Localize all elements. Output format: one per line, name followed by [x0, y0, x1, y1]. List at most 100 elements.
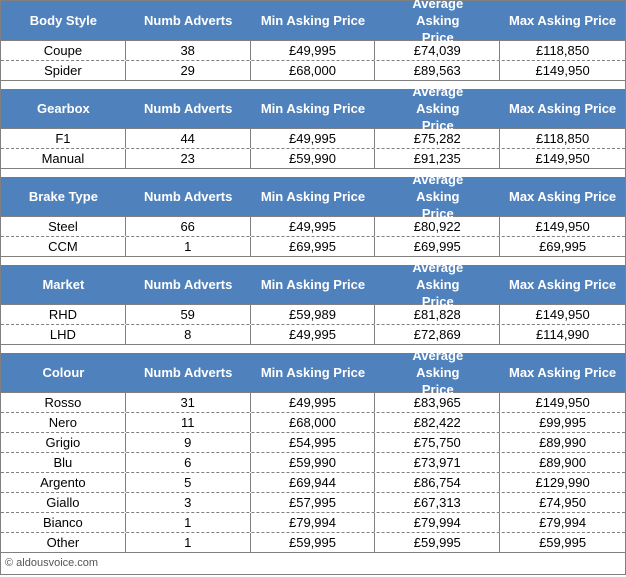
table-cell: 5: [126, 473, 251, 492]
table-cell: £79,994: [251, 513, 376, 532]
table-cell: 1: [126, 513, 251, 532]
table-cell: £57,995: [251, 493, 376, 512]
table-cell: £149,950: [535, 219, 590, 234]
table-row: Manual 23 £59,990 £91,235 £149,950: [1, 149, 625, 169]
table-cell: £79,994: [375, 513, 501, 532]
column-header: Numb Adverts: [144, 13, 233, 28]
table-row: CCM 1 £69,995 £69,995 £69,995: [1, 237, 625, 257]
column-header: Brake Type: [28, 189, 98, 204]
column-header: Min Asking Price: [260, 277, 366, 292]
table-cell: £75,282: [375, 129, 501, 148]
table-cell: £69,995: [539, 239, 587, 254]
column-header: Min Asking Price: [260, 189, 366, 204]
summary-table-colour: Colour Numb Adverts Min Asking Price Averag…: [1, 348, 625, 553]
column-header: Max Asking Price: [508, 101, 617, 116]
column-header: Min Asking Price: [260, 101, 366, 116]
column-header: Average Asking Price: [412, 0, 464, 45]
column-header: Gearbox: [37, 101, 90, 116]
header-row: Market Numb Adverts Min Asking Price Averag…: [1, 260, 625, 309]
table-cell: 8: [126, 325, 251, 344]
row-label: LHD: [1, 325, 126, 344]
table-cell: £86,754: [375, 473, 501, 492]
table-cell: 23: [126, 149, 251, 168]
row-label: Rosso: [1, 393, 126, 412]
table-cell: £69,995: [251, 237, 376, 256]
table-cell: £82,422: [375, 413, 501, 432]
table-gap: [1, 345, 625, 353]
table-cell: £59,995: [251, 533, 376, 552]
table-cell: £73,971: [375, 453, 501, 472]
row-label: F1: [1, 129, 126, 148]
table-row: Rosso 31 £49,995 £83,965 £149,950: [1, 393, 625, 413]
table-cell: £69,995: [375, 237, 501, 256]
row-label: Grigio: [1, 433, 126, 452]
column-header: Average Asking Price: [412, 260, 464, 309]
row-label: Bianco: [1, 513, 126, 532]
table-cell: 1: [126, 533, 251, 552]
table-cell: £99,995: [539, 415, 587, 430]
row-label: Blu: [1, 453, 126, 472]
table-gap: [1, 257, 625, 265]
row-label: Nero: [1, 413, 126, 432]
table-cell: £49,995: [251, 129, 376, 148]
column-header: Body Style: [29, 13, 97, 28]
table-cell: £49,995: [251, 325, 376, 344]
table-row: Coupe 38 £49,995 £74,039 £118,850: [1, 41, 625, 61]
row-label: Steel: [1, 217, 126, 236]
row-label: CCM: [1, 237, 126, 256]
column-header: Numb Adverts: [144, 101, 233, 116]
table-cell: £89,990: [539, 435, 587, 450]
table-cell: £59,995: [539, 535, 587, 550]
table-row: LHD 8 £49,995 £72,869 £114,990: [1, 325, 625, 345]
column-header: Max Asking Price: [508, 13, 617, 28]
table-cell: £54,995: [251, 433, 376, 452]
table-cell: £149,950: [535, 395, 590, 410]
header-row: Body Style Numb Adverts Min Asking Price Av…: [1, 0, 625, 45]
table-cell: £59,990: [251, 453, 376, 472]
row-label: Spider: [1, 61, 126, 80]
table-cell: £68,000: [251, 61, 376, 80]
table-cell: £114,990: [535, 327, 590, 342]
table-cell: 59: [126, 305, 251, 324]
header-row: Colour Numb Adverts Min Asking Price Averag…: [1, 348, 625, 397]
table-cell: £89,900: [539, 455, 587, 470]
table-cell: £75,750: [375, 433, 501, 452]
table-cell: £89,563: [375, 61, 501, 80]
row-label: Giallo: [1, 493, 126, 512]
table-cell: £74,039: [375, 41, 501, 60]
row-label: Manual: [1, 149, 126, 168]
copyright-footer: © aldousvoice.com: [5, 557, 99, 569]
row-label: Coupe: [1, 41, 126, 60]
table-row: Giallo 3 £57,995 £67,313 £74,950: [1, 493, 625, 513]
table-cell: 44: [126, 129, 251, 148]
column-header: Max Asking Price: [508, 189, 617, 204]
table-row: Blu 6 £59,990 £73,971 £89,900: [1, 453, 625, 473]
column-header: Market: [42, 277, 85, 292]
column-header: Average Asking Price: [412, 348, 464, 397]
row-label: Argento: [1, 473, 126, 492]
table-cell: £149,950: [535, 151, 590, 166]
table-cell: £49,995: [251, 217, 376, 236]
table-cell: 3: [126, 493, 251, 512]
table-cell: £49,995: [251, 41, 376, 60]
table-row: Spider 29 £68,000 £89,563 £149,950: [1, 61, 625, 81]
table-row: Nero 11 £68,000 £82,422 £99,995: [1, 413, 625, 433]
table-cell: £118,850: [535, 131, 590, 146]
table-gap: [1, 81, 625, 89]
table-cell: £49,995: [251, 393, 376, 412]
column-header: Max Asking Price: [508, 277, 617, 292]
table-cell: 11: [126, 413, 251, 432]
column-header: Numb Adverts: [144, 365, 233, 380]
table-cell: £67,313: [375, 493, 501, 512]
table-row: Other 1 £59,995 £59,995 £59,995: [1, 533, 625, 553]
table-cell: 29: [126, 61, 251, 80]
table-cell: £149,950: [535, 63, 590, 78]
summary-table-gearbox: Gearbox Numb Adverts Min Asking Price Avera…: [1, 84, 625, 169]
table-cell: £59,995: [375, 533, 501, 552]
table-cell: 66: [126, 217, 251, 236]
table-cell: 6: [126, 453, 251, 472]
summary-table-brake-type: Brake Type Numb Adverts Min Asking Price Av…: [1, 172, 625, 257]
table-cell: £72,869: [375, 325, 501, 344]
table-gap: [1, 169, 625, 177]
